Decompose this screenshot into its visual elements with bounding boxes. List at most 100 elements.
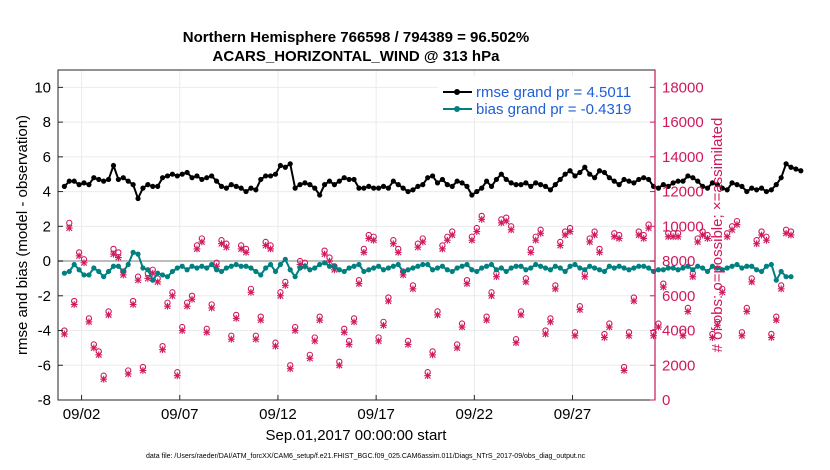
bias-point <box>218 268 225 275</box>
rmse-point <box>415 183 421 189</box>
left-axis-ticks: -8 -6 -4 -2 0 2 4 6 8 10 <box>34 79 63 409</box>
obs-assimilated-marker <box>689 273 697 281</box>
bias-point <box>174 265 180 271</box>
rmse-point <box>773 182 779 188</box>
obs-assimilated-marker <box>419 238 427 246</box>
bias-point <box>641 263 647 269</box>
obs-assimilated-marker <box>134 276 142 284</box>
rmse-point <box>297 182 303 188</box>
rmse-point <box>336 178 342 184</box>
obs-assimilated-marker <box>188 295 196 303</box>
bias-point <box>297 265 303 271</box>
bias-point <box>302 263 308 269</box>
data-file-footer: data file: /Users/raeder/DAI/ATM_forcXX/… <box>146 453 586 460</box>
bias-point <box>263 265 269 271</box>
rmse-point <box>184 169 190 176</box>
right-tick-label: 8000 <box>662 253 695 270</box>
obs-assimilated-marker <box>640 235 648 242</box>
obs-assimilated-marker <box>625 332 633 340</box>
x-tick-label: 09/27 <box>554 406 592 423</box>
obs-assimilated-marker <box>782 229 790 237</box>
obs-assimilated-marker <box>497 219 505 227</box>
rmse-point <box>621 176 627 183</box>
bias-point <box>410 265 416 271</box>
obs-assimilated-marker <box>704 235 711 242</box>
rmse-point <box>331 182 338 188</box>
obs-assimilated-marker <box>738 332 746 340</box>
obs-assimilated-marker <box>679 332 687 340</box>
obs-assimilated-marker <box>389 240 397 248</box>
obs-assimilated-marker <box>655 323 662 331</box>
rmse-point <box>238 185 244 191</box>
bias-point <box>665 265 671 271</box>
obs-assimilated-marker <box>267 245 274 253</box>
bias-point <box>179 263 185 269</box>
bias-point <box>601 268 608 275</box>
rmse-point <box>469 192 475 198</box>
obs-assimilated-marker <box>522 278 530 286</box>
rmse-point <box>734 182 740 188</box>
bias-point <box>140 265 146 271</box>
rmse-point <box>582 164 588 170</box>
rmse-point <box>321 182 328 188</box>
bias-point <box>204 265 210 271</box>
obs-assimilated-marker <box>542 330 549 338</box>
bias-point <box>513 263 519 269</box>
rmse-point <box>81 180 87 186</box>
rmse-point <box>248 185 254 191</box>
obs-assimilated-marker <box>448 231 456 239</box>
obs-assimilated-marker <box>439 245 446 253</box>
bias-point <box>145 267 151 273</box>
bias-point <box>655 267 662 273</box>
bias-point <box>498 265 504 271</box>
rmse-point <box>695 178 701 184</box>
rmse-point <box>788 164 794 170</box>
obs-assimilated-marker <box>139 367 147 374</box>
bias-point <box>449 268 455 275</box>
obs-assimilated-marker <box>252 335 260 343</box>
obs-assimilated-marker <box>458 323 466 331</box>
bias-point <box>209 261 215 268</box>
obs-assimilated-marker <box>610 233 618 241</box>
bias-point <box>552 263 558 269</box>
rmse-point <box>641 175 647 181</box>
left-tick-label: -2 <box>38 288 51 305</box>
legend-rmse-marker <box>454 89 460 95</box>
rmse-point <box>356 185 362 191</box>
rmse-point <box>626 178 632 184</box>
obs-assimilated-marker <box>576 306 584 314</box>
bias-point <box>695 263 701 269</box>
obs-assimilated-marker <box>409 285 417 293</box>
bias-point <box>380 267 387 273</box>
rmse-point <box>405 188 411 195</box>
right-tick-label: 4000 <box>662 323 695 340</box>
bias-point <box>346 265 352 271</box>
bias-point <box>105 268 112 275</box>
rmse-point <box>709 180 716 186</box>
obs-assimilated-marker <box>517 311 525 319</box>
rmse-point <box>174 173 180 179</box>
rmse-point <box>253 187 259 193</box>
obs-assimilated-marker <box>635 231 643 239</box>
obs-assimilated-marker <box>650 332 657 340</box>
bias-point <box>135 251 141 257</box>
rmse-point <box>660 182 666 188</box>
obs-assimilated-marker <box>203 328 211 336</box>
obs-assimilated-marker <box>257 316 265 324</box>
bias-point <box>400 268 406 275</box>
obs-assimilated-marker <box>669 233 677 241</box>
bias-point <box>773 277 779 283</box>
bias-point <box>267 261 274 268</box>
obs-assimilated-marker <box>262 242 270 249</box>
bias-point <box>587 263 593 269</box>
x-tick-label: 09/22 <box>456 406 494 423</box>
bias-point <box>680 265 686 271</box>
obs-assimilated-marker <box>178 327 186 334</box>
obs-assimilated-marker <box>728 226 736 234</box>
obs-assimilated-marker <box>208 304 216 312</box>
bias-point <box>724 265 730 271</box>
obs-assimilated-marker <box>453 344 461 352</box>
rmse-point <box>189 175 195 181</box>
bias-point <box>277 261 284 268</box>
